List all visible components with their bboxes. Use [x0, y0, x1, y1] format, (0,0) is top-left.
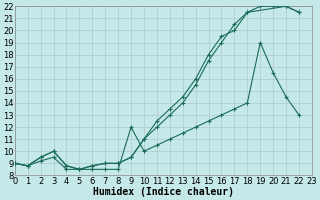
X-axis label: Humidex (Indice chaleur): Humidex (Indice chaleur)	[93, 187, 234, 197]
